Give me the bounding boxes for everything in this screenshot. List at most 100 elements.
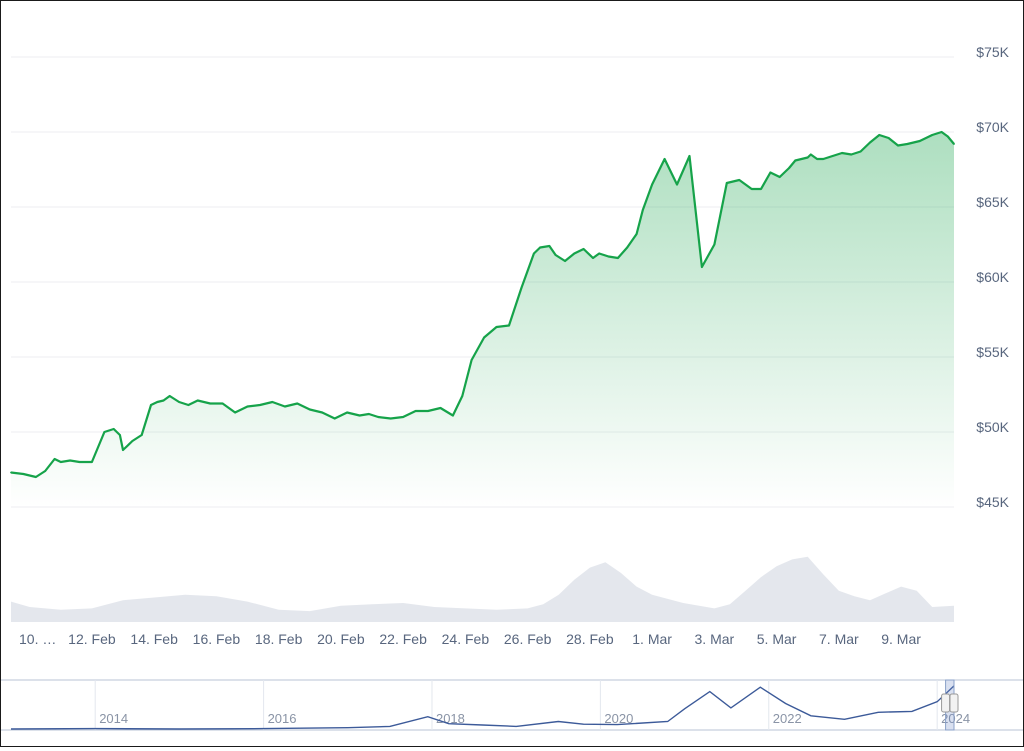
- price-point: [284, 405, 286, 408]
- price-point: [582, 248, 585, 250]
- price-point: [953, 143, 955, 145]
- x-tick-label: 20. Feb: [317, 631, 365, 647]
- price-point: [427, 410, 429, 412]
- price-point: [554, 254, 557, 256]
- x-tick-label: 22. Feb: [379, 631, 427, 647]
- price-point: [131, 440, 134, 442]
- price-point: [918, 140, 921, 142]
- price-point: [35, 476, 37, 478]
- x-tick-label: 16. Feb: [193, 631, 241, 647]
- y-tick-label: $45K: [976, 494, 1009, 510]
- range-navigator[interactable]: 2014 2016 2018 2020 2022 2024: [1, 679, 1023, 731]
- price-point: [635, 233, 638, 235]
- x-tick-label: 18. Feb: [255, 631, 303, 647]
- price-point: [592, 257, 594, 259]
- price-point: [778, 176, 781, 178]
- price-point: [788, 167, 790, 169]
- x-axis: 10. … 12. Feb 14. Feb 16. Feb 18. Feb 20. Feb…: [19, 631, 921, 647]
- price-point: [246, 405, 249, 408]
- price-point: [140, 434, 143, 436]
- price-point: [452, 414, 454, 417]
- x-tick-label: 9. Mar: [881, 631, 921, 647]
- price-point: [548, 245, 551, 247]
- price-point: [651, 183, 653, 186]
- price-point: [831, 155, 834, 157]
- price-point: [573, 252, 576, 255]
- price-point: [869, 141, 871, 144]
- price-point: [750, 188, 753, 190]
- navigator-tick-label: 2022: [773, 711, 802, 726]
- price-point: [725, 182, 728, 184]
- price-point: [389, 417, 392, 420]
- price-point: [878, 134, 881, 136]
- x-tick-label: 1. Mar: [632, 631, 672, 647]
- price-point: [91, 461, 93, 463]
- price-point: [816, 158, 818, 160]
- price-point: [22, 473, 25, 475]
- price-point: [44, 470, 47, 472]
- price-point: [296, 402, 299, 405]
- price-point: [760, 188, 762, 190]
- price-point: [308, 408, 311, 411]
- price-point: [209, 402, 212, 405]
- price-point: [10, 471, 12, 474]
- price-point: [809, 153, 812, 156]
- navigator-handle[interactable]: [949, 693, 959, 713]
- price-point: [377, 416, 380, 418]
- price-point: [806, 156, 809, 159]
- price-point: [259, 404, 261, 406]
- price-point: [794, 159, 797, 162]
- price-point: [414, 410, 417, 412]
- price-point: [564, 260, 566, 262]
- price-point: [940, 131, 943, 133]
- x-tick-label: 7. Mar: [819, 631, 859, 647]
- x-tick-label: 14. Feb: [130, 631, 178, 647]
- price-point: [663, 158, 666, 160]
- price-point: [897, 144, 899, 147]
- price-point: [769, 171, 772, 174]
- price-point: [495, 326, 498, 328]
- price-point: [156, 401, 159, 403]
- price-point: [69, 459, 71, 462]
- price-point: [59, 461, 62, 463]
- price-point: [346, 411, 348, 414]
- price-point: [402, 416, 404, 418]
- price-point: [333, 417, 336, 420]
- y-tick-label: $50K: [976, 419, 1009, 435]
- price-point: [508, 324, 510, 327]
- x-tick-label: 10. …: [19, 631, 56, 647]
- price-point: [196, 399, 199, 402]
- y-tick-label: $70K: [976, 119, 1009, 135]
- price-point: [713, 243, 716, 246]
- price-point: [470, 359, 473, 361]
- price-point: [520, 287, 523, 289]
- price-point: [946, 135, 949, 138]
- x-tick-label: 12. Feb: [68, 631, 116, 647]
- price-point: [234, 411, 237, 414]
- x-tick-label: 3. Mar: [695, 631, 735, 647]
- price-point: [626, 246, 629, 249]
- y-axis: $75K $70K $65K $60K $55K $50K $45K: [976, 44, 1009, 510]
- price-point: [78, 461, 81, 463]
- price-point: [859, 150, 862, 153]
- x-tick-label: 28. Feb: [566, 631, 614, 647]
- price-point: [533, 252, 535, 255]
- price-point: [822, 158, 825, 160]
- price-point: [358, 414, 361, 417]
- volume-area-shape: [11, 556, 954, 622]
- price-point: [483, 336, 485, 339]
- price-point: [701, 266, 703, 268]
- price-point: [368, 413, 370, 415]
- price-point: [738, 179, 741, 181]
- price-point: [168, 395, 171, 397]
- price-point: [906, 143, 909, 145]
- navigator-tick-label: 2014: [99, 711, 128, 726]
- y-tick-label: $75K: [976, 44, 1009, 60]
- price-point: [103, 431, 106, 433]
- navigator-series: [10, 685, 955, 730]
- navigator-handle[interactable]: [941, 693, 951, 713]
- price-point: [321, 411, 324, 414]
- price-point: [841, 152, 843, 154]
